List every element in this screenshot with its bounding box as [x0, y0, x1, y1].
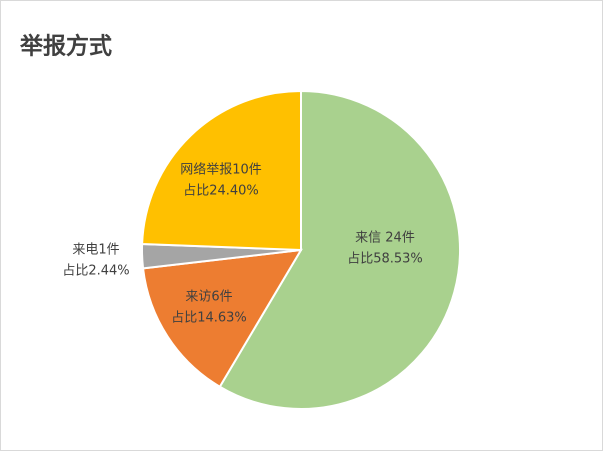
chart-title: 举报方式 — [19, 33, 112, 60]
slice-category-label: 网络举报10件 — [180, 162, 262, 178]
slice-category-label: 来电1件 — [72, 243, 119, 258]
slice-category-label: 来访6件 — [185, 290, 232, 305]
slice-value-label: 占比2.44% — [62, 264, 129, 279]
pie-slice — [141, 89, 302, 252]
slice-category-label: 来信 24件 — [355, 231, 415, 246]
slice-value-label: 占比58.53% — [347, 252, 423, 267]
slice-value-label: 占比24.40% — [183, 184, 259, 199]
slice-value-label: 占比14.63% — [171, 311, 247, 326]
pie-slice — [218, 89, 461, 410]
pie-slice — [141, 248, 303, 389]
